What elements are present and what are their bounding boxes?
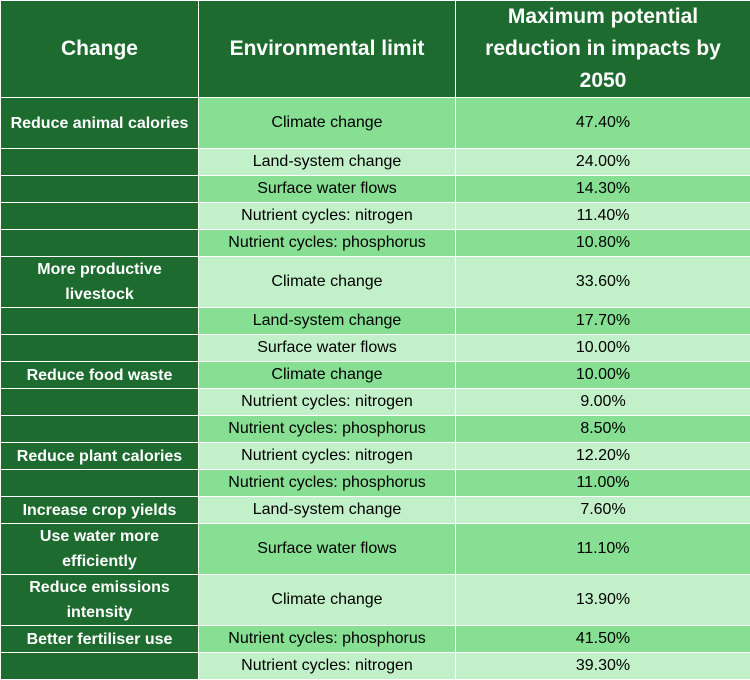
limit-cell: Nutrient cycles: phosphorus — [199, 230, 456, 257]
value-cell: 10.80% — [456, 230, 750, 257]
change-cell — [1, 176, 199, 203]
change-cell — [1, 203, 199, 230]
header-row: Change Environmental limit Maximum poten… — [1, 1, 750, 98]
value-cell: 8.50% — [456, 416, 750, 443]
change-cell — [1, 416, 199, 443]
change-cell — [1, 470, 199, 497]
change-cell — [1, 389, 199, 416]
table-row: Land-system change 17.70% — [1, 308, 750, 335]
value-cell: 47.40% — [456, 98, 750, 149]
value-cell: 12.20% — [456, 443, 750, 470]
limit-cell: Climate change — [199, 257, 456, 308]
value-cell: 14.30% — [456, 176, 750, 203]
table-row: Nutrient cycles: phosphorus 10.80% — [1, 230, 750, 257]
value-cell: 11.00% — [456, 470, 750, 497]
change-cell: Reduce food waste — [1, 362, 199, 389]
value-cell: 17.70% — [456, 308, 750, 335]
limit-cell: Land-system change — [199, 149, 456, 176]
limit-cell: Climate change — [199, 98, 456, 149]
limit-cell: Nutrient cycles: phosphorus — [199, 470, 456, 497]
change-cell: Reduce plant calories — [1, 443, 199, 470]
limit-cell: Surface water flows — [199, 524, 456, 575]
change-cell: More productive livestock — [1, 257, 199, 308]
change-cell — [1, 308, 199, 335]
change-cell — [1, 149, 199, 176]
limit-cell: Land-system change — [199, 497, 456, 524]
table-row: Nutrient cycles: nitrogen 39.30% — [1, 653, 750, 680]
change-cell — [1, 653, 199, 680]
table-row: Reduce food waste Climate change 10.00% — [1, 362, 750, 389]
value-cell: 33.60% — [456, 257, 750, 308]
table-row: Better fertiliser use Nutrient cycles: p… — [1, 626, 750, 653]
change-cell: Reduce animal calories — [1, 98, 199, 149]
value-cell: 10.00% — [456, 335, 750, 362]
change-cell: Increase crop yields — [1, 497, 199, 524]
header-max-reduction: Maximum potential reduction in impacts b… — [456, 1, 750, 98]
limit-cell: Surface water flows — [199, 335, 456, 362]
table-row: Nutrient cycles: phosphorus 11.00% — [1, 470, 750, 497]
limit-cell: Nutrient cycles: phosphorus — [199, 416, 456, 443]
limit-cell: Nutrient cycles: nitrogen — [199, 653, 456, 680]
limit-cell: Nutrient cycles: nitrogen — [199, 203, 456, 230]
table-row: Nutrient cycles: nitrogen 9.00% — [1, 389, 750, 416]
limit-cell: Climate change — [199, 362, 456, 389]
limit-cell: Surface water flows — [199, 176, 456, 203]
value-cell: 11.40% — [456, 203, 750, 230]
value-cell: 11.10% — [456, 524, 750, 575]
table-row: More productive livestock Climate change… — [1, 257, 750, 308]
table-row: Reduce plant calories Nutrient cycles: n… — [1, 443, 750, 470]
value-cell: 13.90% — [456, 575, 750, 626]
table-row: Surface water flows 10.00% — [1, 335, 750, 362]
limit-cell: Nutrient cycles: nitrogen — [199, 443, 456, 470]
table-row: Land-system change 24.00% — [1, 149, 750, 176]
table-row: Reduce animal calories Climate change 47… — [1, 98, 750, 149]
change-cell: Reduce emissions intensity — [1, 575, 199, 626]
limit-cell: Climate change — [199, 575, 456, 626]
limit-cell: Nutrient cycles: phosphorus — [199, 626, 456, 653]
table-row: Nutrient cycles: nitrogen 11.40% — [1, 203, 750, 230]
table-row: Nutrient cycles: phosphorus 8.50% — [1, 416, 750, 443]
limit-cell: Land-system change — [199, 308, 456, 335]
table-row: Surface water flows 14.30% — [1, 176, 750, 203]
change-cell: Use water more efficiently — [1, 524, 199, 575]
value-cell: 41.50% — [456, 626, 750, 653]
header-change: Change — [1, 1, 199, 98]
change-cell — [1, 335, 199, 362]
header-environmental-limit: Environmental limit — [199, 1, 456, 98]
value-cell: 10.00% — [456, 362, 750, 389]
limit-cell: Nutrient cycles: nitrogen — [199, 389, 456, 416]
table-row: Reduce emissions intensity Climate chang… — [1, 575, 750, 626]
value-cell: 9.00% — [456, 389, 750, 416]
table-row: Use water more efficiently Surface water… — [1, 524, 750, 575]
value-cell: 24.00% — [456, 149, 750, 176]
change-cell — [1, 230, 199, 257]
value-cell: 39.30% — [456, 653, 750, 680]
value-cell: 7.60% — [456, 497, 750, 524]
table-row: Increase crop yields Land-system change … — [1, 497, 750, 524]
change-cell: Better fertiliser use — [1, 626, 199, 653]
